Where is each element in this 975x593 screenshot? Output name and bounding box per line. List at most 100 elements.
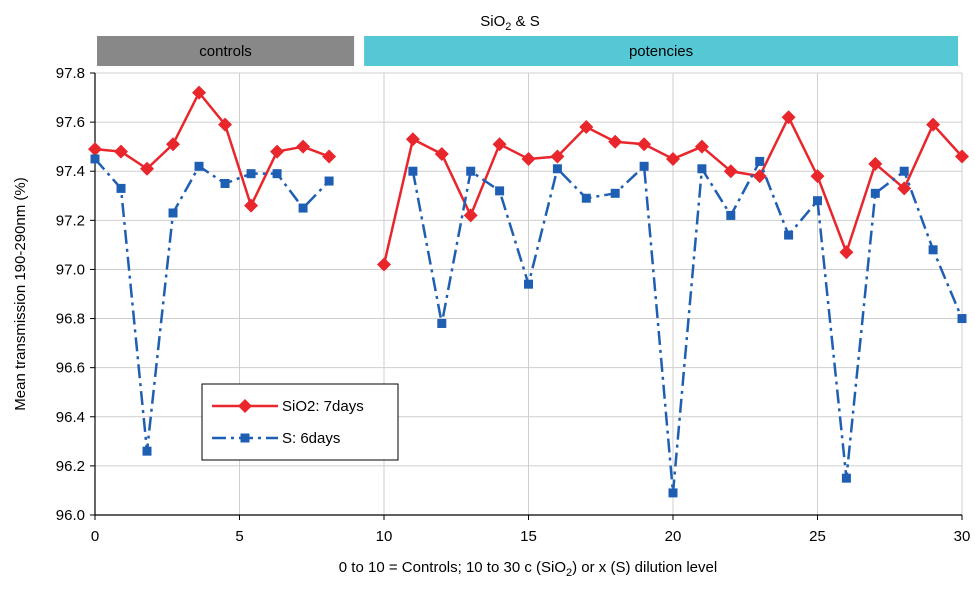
x-axis-label-subscript: 2 xyxy=(566,567,572,579)
data-point xyxy=(495,186,505,196)
data-point xyxy=(408,166,418,176)
data-point xyxy=(639,161,649,171)
data-point xyxy=(755,156,765,166)
data-point xyxy=(579,120,594,135)
data-point xyxy=(841,473,851,483)
x-tick-label: 10 xyxy=(376,528,393,545)
grid xyxy=(95,72,963,515)
x-tick-label: 25 xyxy=(809,528,826,545)
legend-label-sio2: SiO2: 7days xyxy=(282,398,364,415)
data-point xyxy=(405,132,420,147)
y-tick-label: 97.8 xyxy=(56,65,85,82)
data-point xyxy=(955,149,969,164)
data-point xyxy=(272,169,282,179)
data-point xyxy=(666,151,680,166)
data-point xyxy=(550,149,565,164)
data-point xyxy=(463,208,478,223)
data-point xyxy=(114,144,129,159)
data-point xyxy=(322,149,337,164)
data-point xyxy=(492,137,507,152)
data-point xyxy=(668,488,678,498)
data-point xyxy=(434,147,449,162)
data-point xyxy=(637,137,652,152)
series-line xyxy=(94,158,330,453)
x-axis-label-part2: ) or x (S) dilution level xyxy=(572,559,717,576)
data-point xyxy=(437,318,447,328)
data-point xyxy=(552,164,562,174)
series-line xyxy=(94,91,330,207)
chart-title-main: SiO xyxy=(480,13,505,30)
legend-box xyxy=(201,383,399,461)
y-tick-label: 97.0 xyxy=(56,261,85,278)
data-point xyxy=(220,179,230,188)
data-point xyxy=(90,154,100,164)
band-label-controls: controls xyxy=(199,43,252,60)
x-tick-label: 15 xyxy=(520,528,537,545)
x-axis-label: 0 to 10 = Controls; 10 to 30 c (SiO2) or… xyxy=(339,559,717,579)
region-bands: controls potencies xyxy=(97,36,959,66)
data-point xyxy=(192,85,207,100)
data-point xyxy=(246,169,256,179)
data-point xyxy=(868,156,883,171)
y-axis-label: Mean transmission 190-290nm (%) xyxy=(12,177,29,410)
series-line xyxy=(411,160,964,495)
data-point xyxy=(781,110,796,125)
data-point xyxy=(218,117,233,132)
data-point xyxy=(810,169,825,184)
data-point xyxy=(610,188,620,198)
y-tick-label: 96.4 xyxy=(56,409,85,426)
data-point xyxy=(194,161,204,171)
data-point xyxy=(839,245,854,260)
band-label-potencies: potencies xyxy=(629,43,693,60)
data-point xyxy=(899,166,909,176)
y-tick-label: 96.2 xyxy=(56,458,85,475)
data-point xyxy=(926,117,941,132)
series-s xyxy=(90,154,967,498)
band-controls xyxy=(97,36,355,66)
data-point xyxy=(168,208,178,218)
data-point xyxy=(723,164,738,179)
data-point xyxy=(726,210,736,220)
data-point xyxy=(524,279,533,289)
y-tick-label: 96.6 xyxy=(56,360,85,377)
data-point xyxy=(608,134,623,149)
y-tick-label: 97.6 xyxy=(56,114,85,131)
data-point xyxy=(377,257,391,272)
data-point xyxy=(928,245,938,255)
legend: SiO2: 7days S: 6days xyxy=(201,383,399,461)
y-tick-label: 96.8 xyxy=(56,311,85,328)
data-point xyxy=(270,144,285,159)
data-point xyxy=(88,142,102,157)
x-tick-label: 5 xyxy=(235,528,243,545)
chart-title-subscript: 2 xyxy=(505,21,511,33)
x-axis-label-part1: 0 to 10 = Controls; 10 to 30 c (SiO xyxy=(339,559,566,576)
data-point xyxy=(298,203,308,213)
x-tick-label: 30 xyxy=(954,528,971,545)
y-tick-label: 97.4 xyxy=(56,163,85,180)
data-point xyxy=(296,139,311,154)
data-point xyxy=(813,196,822,206)
data-point xyxy=(166,137,181,152)
y-tick-label: 97.2 xyxy=(56,212,85,229)
data-point xyxy=(116,183,126,193)
band-potencies xyxy=(364,36,959,66)
series-sio2 xyxy=(88,85,969,272)
data-point xyxy=(142,446,152,456)
legend-marker-sio2 xyxy=(238,399,252,413)
series xyxy=(88,85,969,498)
data-point xyxy=(870,188,880,198)
data-point xyxy=(581,193,591,203)
data-point xyxy=(697,164,707,174)
data-point xyxy=(957,314,967,324)
data-point xyxy=(694,139,709,154)
data-point xyxy=(244,198,259,213)
tick-labels: 96.0 96.2 96.4 96.6 96.8 97.0 97.2 97.4 97.6 97.8… xyxy=(56,65,971,545)
data-point xyxy=(784,230,794,240)
legend-label-s: S: 6days xyxy=(282,430,340,447)
x-tick-label: 20 xyxy=(665,528,682,545)
chart-title-tail: & S xyxy=(511,13,539,30)
data-point xyxy=(521,151,536,166)
y-tick-label: 96.0 xyxy=(56,507,85,524)
